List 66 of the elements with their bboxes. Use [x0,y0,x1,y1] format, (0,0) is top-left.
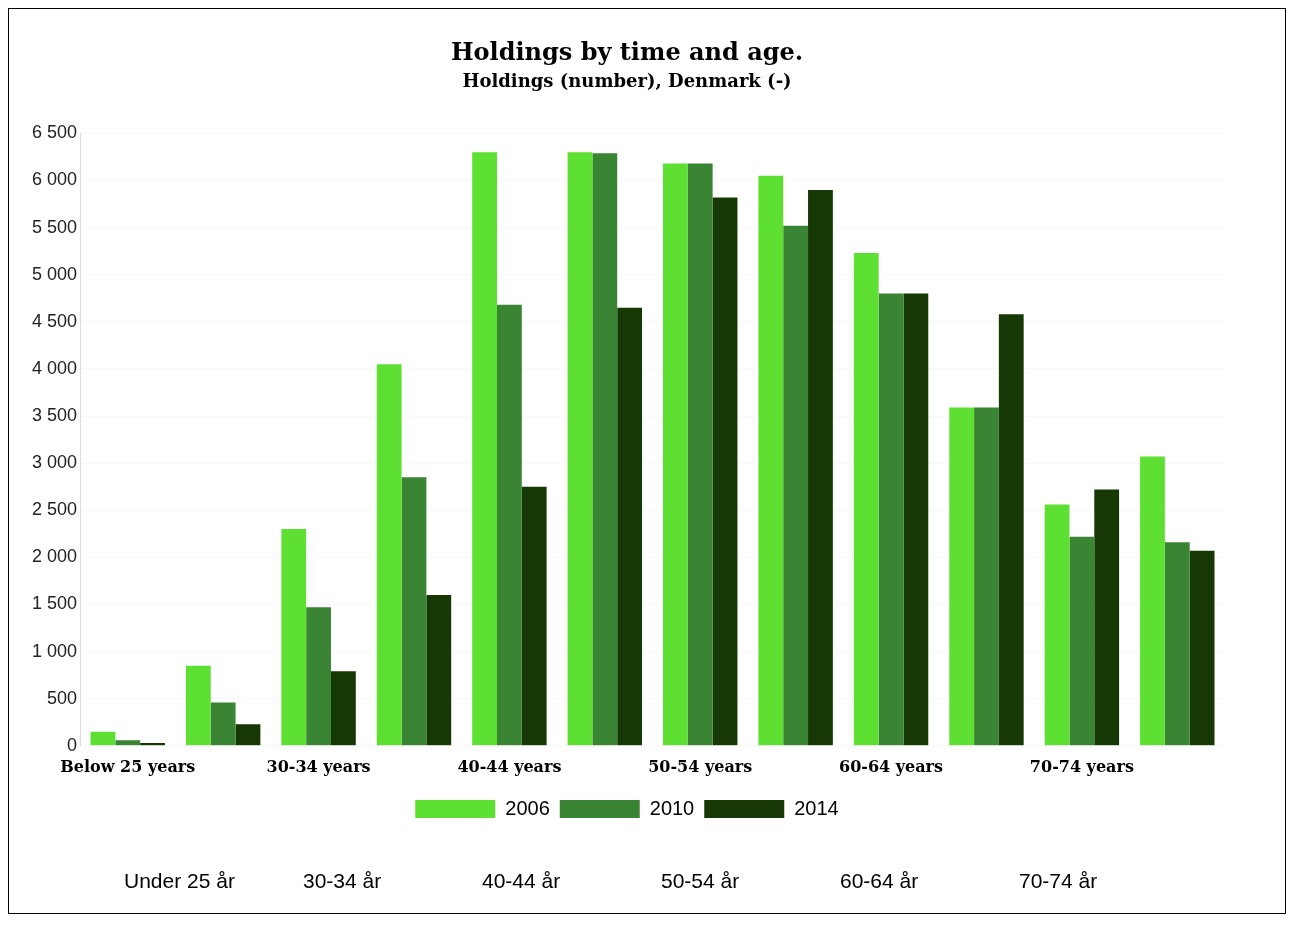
bar [90,731,116,746]
bar [497,304,522,746]
bar [949,407,975,746]
bar [401,477,427,746]
bar [185,665,211,746]
x-tick-label: 40-44 years [457,756,562,776]
y-tick-label: 1 500 [32,593,78,614]
legend-label: 2006 [505,796,550,819]
y-tick-label: 5 000 [32,263,78,284]
x-tick-label: 30-34 years [266,756,371,776]
bar [330,671,356,746]
x-tick-label: Below 25 years [60,756,196,776]
bar [567,152,593,746]
bar [758,175,784,746]
text: 70-74 år [1019,869,1099,893]
y-tick-label: 6 500 [32,122,78,143]
text: 40-44 år [482,869,562,893]
bar [306,607,331,746]
bar [115,740,141,746]
bar [808,189,833,746]
legend-label: 2014 [794,796,839,819]
y-tick-label: 2 000 [32,546,78,567]
bar [472,152,497,746]
bar [903,293,929,746]
bar [592,153,618,746]
bar [974,407,999,746]
y-tick-label: 3 000 [32,452,78,473]
text: 60-64 år [840,869,920,893]
bar [210,702,236,746]
y-tick-label: 5 500 [32,216,78,237]
y-tick-label: 500 [47,687,78,708]
bar [1164,542,1190,746]
bar [1189,550,1215,746]
bar [1094,489,1120,746]
y-tick-label: 3 500 [32,405,78,426]
bar [853,253,879,746]
bar [783,225,809,746]
bar [878,293,904,746]
bar [687,163,713,746]
text: 50-54 år [661,869,741,893]
text: Under 25 år [124,869,236,893]
chart-subtitle: Holdings (number), Denmark (-) [462,70,792,92]
y-tick-label: 2 500 [32,499,78,520]
bar [712,197,738,746]
chart-title: Holdings by time and age. [450,36,804,66]
y-tick-label: 1 000 [32,640,78,661]
bar [426,595,452,746]
bar [663,163,688,746]
text: 30-34 år [303,869,383,893]
bar [998,314,1024,746]
bar [376,364,402,746]
bar [617,307,643,746]
bar [1044,504,1070,746]
y-tick-label: 4 500 [32,310,78,331]
bar [1069,536,1095,746]
y-tick-label: 6 000 [32,169,78,190]
bar [281,529,307,746]
legend-label: 2010 [649,796,695,819]
x-tick-label: 50-54 years [648,756,753,776]
bar [235,724,261,746]
y-tick-label: 0 [67,734,78,755]
bar [521,486,547,746]
y-tick-label: 4 000 [32,357,78,378]
bar [1140,456,1165,746]
x-tick-label: 70-74 years [1029,756,1134,776]
x-tick-label: 60-64 years [839,756,944,776]
